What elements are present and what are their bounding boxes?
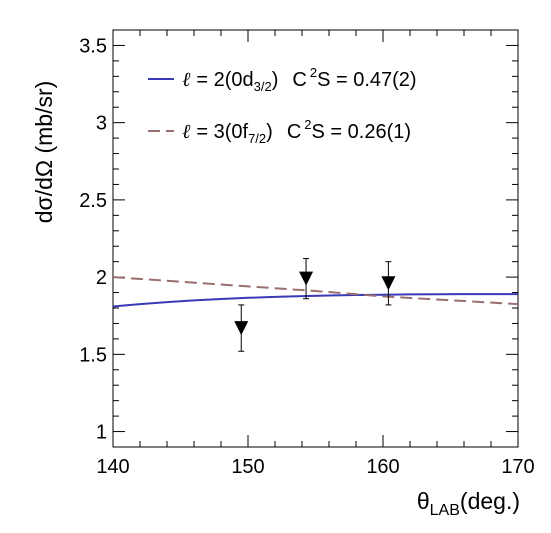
y-axis-label: dσ/dΩ (mb/sr)	[31, 81, 57, 224]
legend-c2s-d32: 0.47(2)	[353, 69, 416, 91]
data-points	[234, 258, 396, 352]
legend-text-d32: ℓ = 2(0d3/2) C 2S = 0.47(2)	[182, 65, 417, 94]
legend-orbital-f72: 0f	[231, 121, 248, 143]
legend-c2s-f72: 0.26(1)	[348, 121, 411, 143]
y-tick-label: 3	[96, 113, 107, 135]
x-axis-label: θLAB(deg.)	[417, 488, 520, 519]
legend-orbital-d32: 0d	[231, 69, 253, 91]
data-point-marker	[299, 271, 314, 286]
theory-curves	[112, 276, 519, 308]
legend-j-f72: 7/2	[248, 131, 266, 146]
plot-frame	[112, 29, 519, 448]
x-tick-label: 140	[96, 456, 129, 478]
x-axis-ticks: 140 150 160 170	[96, 30, 535, 478]
y-tick-label: 3.5	[79, 35, 107, 57]
data-point-marker	[381, 276, 396, 291]
legend-l-d32: 2	[214, 69, 225, 91]
x-tick-label: 160	[366, 456, 399, 478]
x-axis-label-subscript: LAB	[430, 502, 460, 519]
y-axis-ticks: 1 1.5 2 2.5 3 3.5	[79, 29, 518, 444]
y-tick-label: 1	[96, 422, 107, 444]
legend-l-f72: 3	[214, 121, 225, 143]
data-point-marker	[234, 321, 249, 336]
legend-j-d32: 3/2	[254, 79, 272, 94]
y-tick-label: 2	[96, 267, 107, 289]
plot-frame-group	[112, 29, 519, 448]
x-axis-label-symbol: θ	[417, 488, 430, 514]
y-tick-label: 2.5	[79, 190, 107, 212]
x-tick-label: 170	[501, 456, 534, 478]
legend: ℓ = 2(0d3/2) C 2S = 0.47(2) ℓ = 3(0f7/2) C 2S …	[148, 65, 417, 146]
legend-entry-f72: ℓ = 3(0f7/2) C 2S = 0.26(1)	[148, 117, 411, 146]
curve-series-1	[112, 276, 519, 306]
legend-entry-d32: ℓ = 2(0d3/2) C 2S = 0.47(2)	[148, 65, 417, 94]
y-tick-label: 1.5	[79, 344, 107, 366]
x-axis-label-unit: (deg.)	[460, 488, 520, 514]
curve-series-0	[112, 293, 518, 308]
legend-text-f72: ℓ = 3(0f7/2) C 2S = 0.26(1)	[182, 117, 411, 146]
x-tick-label: 150	[231, 456, 264, 478]
